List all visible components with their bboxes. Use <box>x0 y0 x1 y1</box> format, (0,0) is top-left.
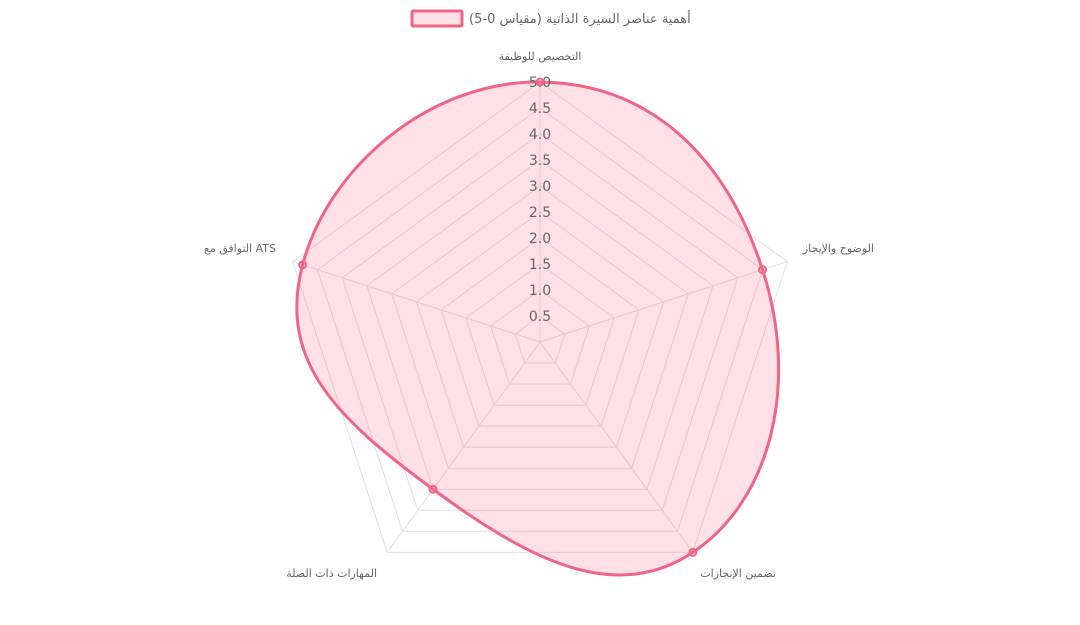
r-tick-label: 0.5 <box>529 309 551 325</box>
radial-ticks: 0.5 1.0 1.5 2.0 2.5 3.0 3.5 4.0 4.5 5.0 <box>529 75 551 325</box>
r-tick-label: 2.5 <box>529 205 551 221</box>
grid-ring-9 <box>316 107 764 532</box>
data-point[interactable] <box>688 547 698 557</box>
axis-labels: التخصيص للوظيفة الوضوح والإيجاز تضمين الإن… <box>204 50 874 580</box>
grid-spoke-4 <box>386 341 541 553</box>
grid-ring-2 <box>489 289 591 385</box>
r-tick-label: 3.5 <box>529 153 551 169</box>
data-point[interactable] <box>758 265 768 275</box>
grid-ring-7 <box>366 159 714 490</box>
grid-ring-8 <box>341 133 739 511</box>
grid-ring-3 <box>465 263 615 406</box>
grid-ring-6 <box>391 185 689 469</box>
grid-ring-10 <box>292 81 788 553</box>
axis-label: التخصيص للوظيفة <box>499 50 582 63</box>
grid-ring-5 <box>415 211 665 448</box>
legend-label[interactable]: أهمية عناصر السيرة الذاتية (مقياس 0-5) <box>469 10 691 27</box>
r-tick-label: 2.0 <box>529 231 551 247</box>
data-points[interactable] <box>298 77 768 557</box>
data-point[interactable] <box>298 260 308 270</box>
r-tick-label: 4.5 <box>529 101 551 117</box>
grid-spoke-2 <box>539 261 788 343</box>
grid-ring-4 <box>440 237 640 427</box>
axis-label: تضمين الإنجازات <box>700 567 776 580</box>
axis-label: التوافق مع ATS <box>204 242 276 256</box>
radar-grid <box>292 81 788 553</box>
data-point[interactable] <box>535 77 545 87</box>
data-area <box>295 80 781 577</box>
grid-spoke-5 <box>292 261 541 343</box>
r-tick-label: 4.0 <box>529 127 551 143</box>
axis-label: المهارات ذات الصلة <box>286 567 377 580</box>
legend-swatch[interactable] <box>410 9 464 28</box>
grid-ring-1 <box>514 315 566 364</box>
legend[interactable]: أهمية عناصر السيرة الذاتية (مقياس 0-5) <box>410 9 691 28</box>
r-tick-label: 5.0 <box>529 75 551 91</box>
grid-spoke-3 <box>539 341 694 553</box>
r-tick-label: 3.0 <box>529 179 551 195</box>
series-area <box>295 80 781 577</box>
data-point[interactable] <box>428 484 438 494</box>
r-tick-label: 1.5 <box>529 257 551 273</box>
axis-label: الوضوح والإيجاز <box>802 242 874 255</box>
r-tick-label: 1.0 <box>529 283 551 299</box>
